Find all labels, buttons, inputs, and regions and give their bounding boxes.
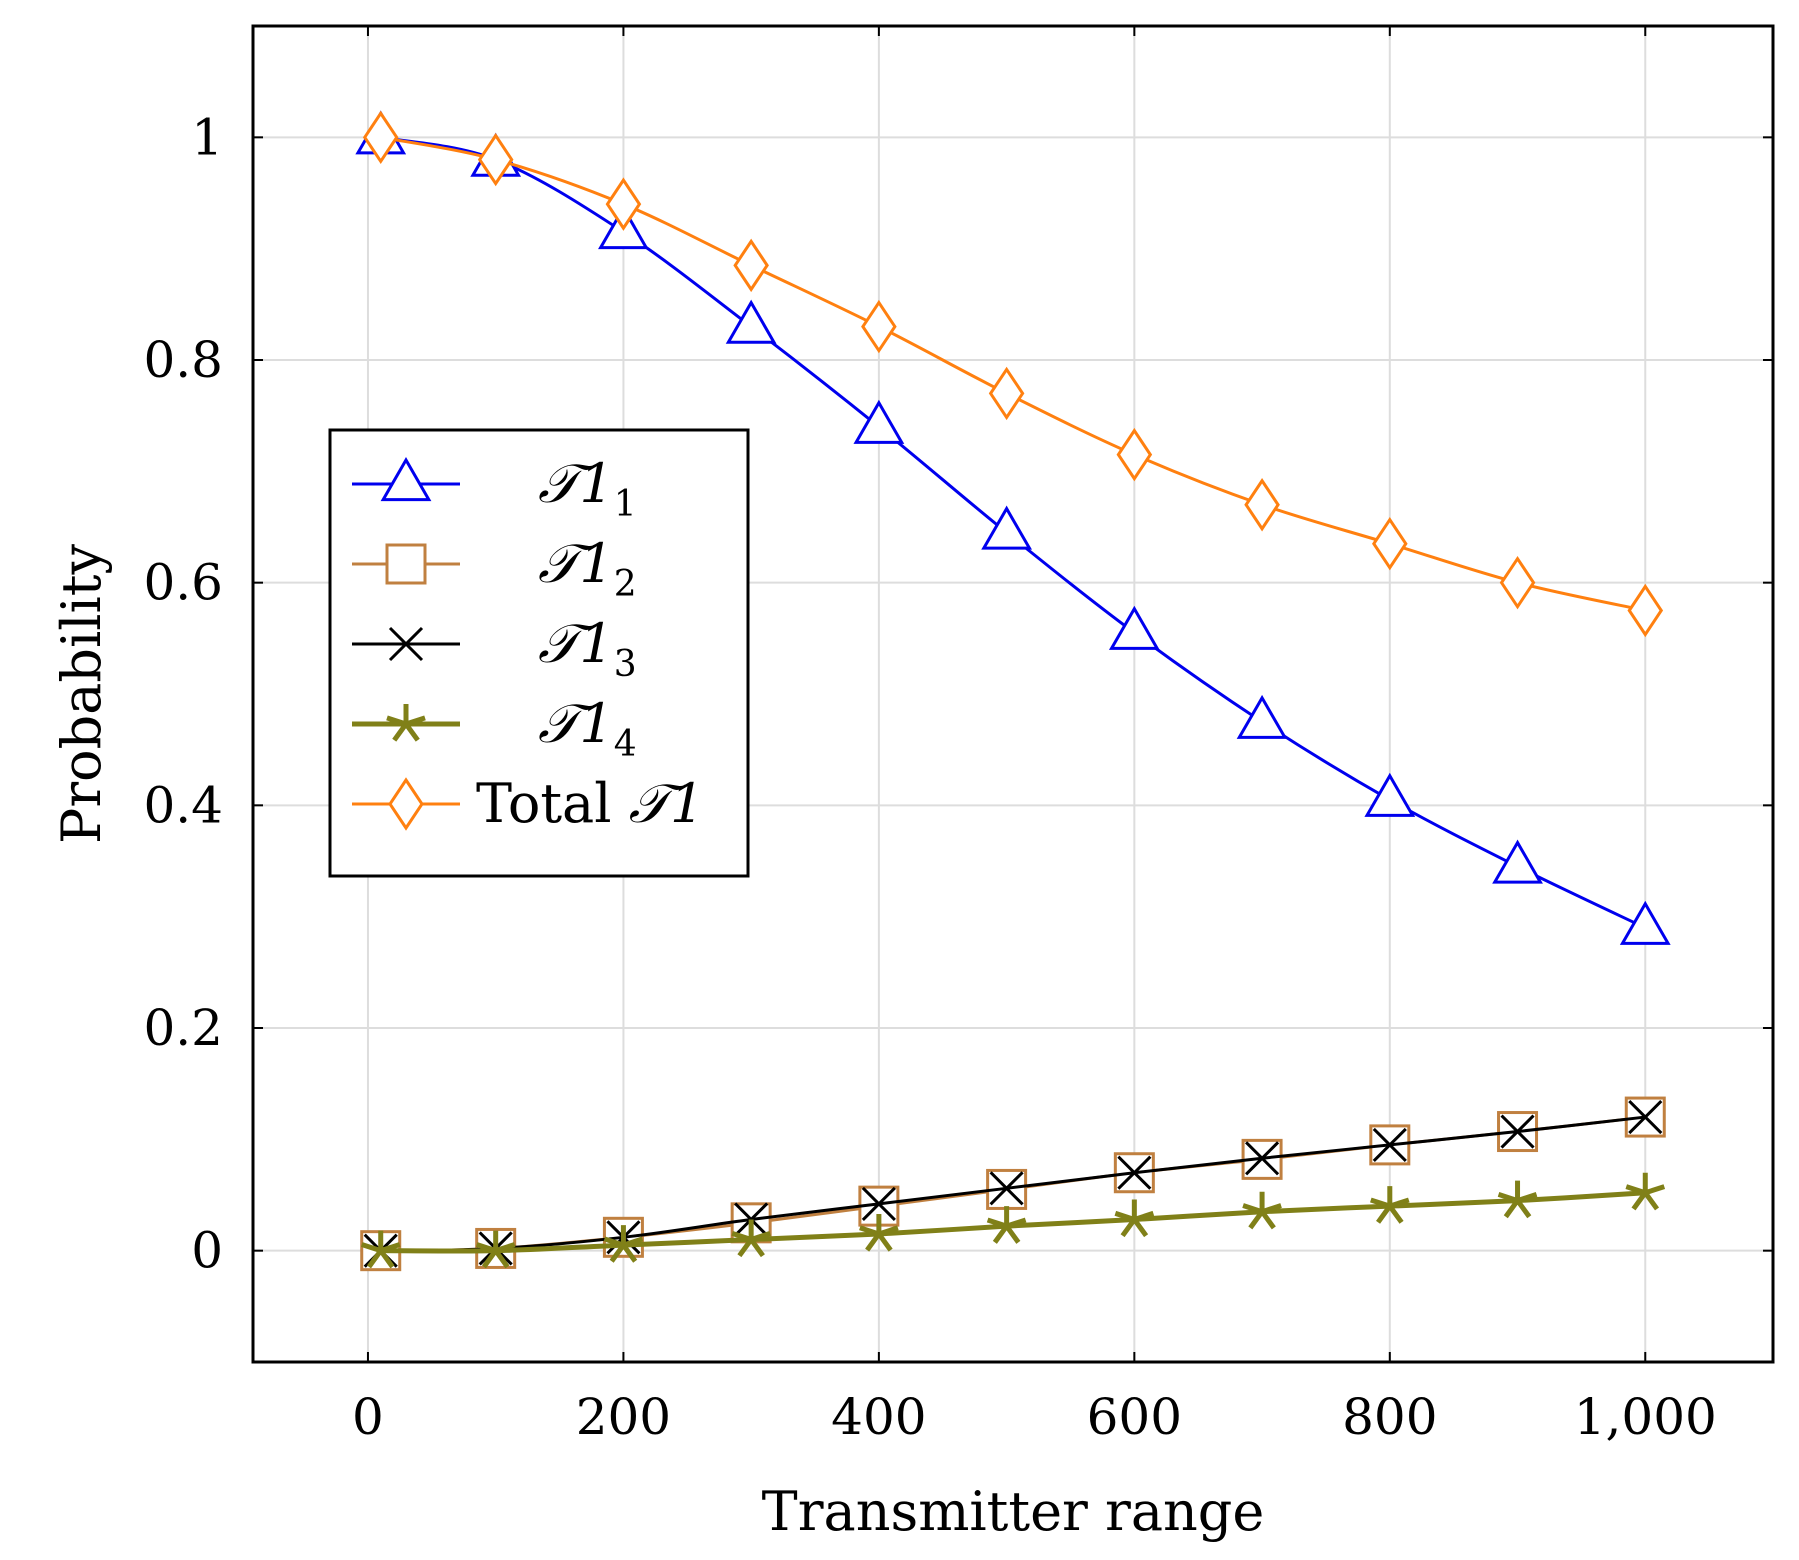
x-tick-label: 400 xyxy=(831,1388,926,1446)
series-4 xyxy=(360,1172,1666,1269)
legend-subscript: 2 xyxy=(614,564,637,605)
plot-frame xyxy=(251,24,1775,1364)
x-tick-label: 200 xyxy=(576,1388,671,1446)
data-point xyxy=(1242,1191,1282,1230)
data-point xyxy=(1500,1114,1535,1149)
legend-label: 𝒯11 xyxy=(538,452,637,525)
x-tick-label: 0 xyxy=(352,1388,384,1446)
legend-item: 𝒯14 xyxy=(352,692,637,765)
data-point xyxy=(1236,694,1288,739)
data-point xyxy=(360,1230,401,1269)
series-5 xyxy=(362,110,1664,638)
data-point xyxy=(861,1186,896,1221)
y-tick-label: 0.8 xyxy=(143,331,223,389)
y-tick-labels: 0 0.2 0.4 0.6 0.8 1 xyxy=(143,108,223,1279)
data-point xyxy=(733,238,769,293)
data-point xyxy=(981,505,1033,550)
data-point xyxy=(1492,839,1543,884)
data-point xyxy=(1364,772,1416,817)
data-point xyxy=(1499,555,1536,610)
data-series xyxy=(355,110,1671,1272)
legend-marker xyxy=(385,543,427,585)
data-point xyxy=(1625,1172,1666,1211)
legend-subscript: 3 xyxy=(614,644,637,685)
data-point xyxy=(1627,583,1664,638)
legend-item: Total 𝒯1 xyxy=(352,772,704,835)
legend-item: 𝒯11 xyxy=(352,452,637,525)
legend-marker xyxy=(380,456,432,502)
data-point xyxy=(1244,478,1280,532)
data-point xyxy=(861,299,897,354)
data-point xyxy=(725,299,777,344)
legend-subscript: 4 xyxy=(614,724,637,765)
data-point xyxy=(605,177,642,231)
series-3 xyxy=(363,1100,1663,1268)
x-axis-label: Transmitter range xyxy=(762,1480,1265,1543)
data-point xyxy=(1628,1100,1663,1135)
y-tick-label: 0 xyxy=(191,1222,223,1280)
data-point xyxy=(475,1230,516,1269)
data-point xyxy=(986,1206,1027,1244)
data-point xyxy=(1114,1199,1155,1238)
legend-subscript: 1 xyxy=(614,484,637,525)
legend-label: 𝒯12 xyxy=(538,532,637,605)
data-point xyxy=(1619,900,1671,945)
x-tick-label: 1,000 xyxy=(1574,1388,1717,1446)
data-point xyxy=(1372,1127,1407,1162)
legend-symbol: 𝒯1 xyxy=(538,452,614,515)
data-point xyxy=(1497,1180,1538,1219)
x-tick-labels: 0 200 400 600 800 1,000 xyxy=(352,1388,1717,1446)
data-point xyxy=(1117,1155,1152,1190)
y-tick-label: 1 xyxy=(191,108,223,166)
x-tick-label: 600 xyxy=(1087,1388,1182,1446)
data-point xyxy=(1372,516,1408,571)
data-point xyxy=(603,1225,644,1263)
legend-label: Total 𝒯1 xyxy=(476,772,704,835)
legend-item: 𝒯13 xyxy=(352,612,637,685)
legend-prefix: Total xyxy=(476,772,629,835)
legend-marker xyxy=(386,704,426,742)
y-axis-label: Probability xyxy=(50,544,113,844)
legend-item: 𝒯12 xyxy=(352,532,637,605)
data-point xyxy=(859,1213,899,1252)
data-point xyxy=(731,1219,771,1258)
data-point xyxy=(1116,427,1153,482)
data-point xyxy=(1108,605,1160,650)
legend-marker xyxy=(388,626,424,662)
axis-ticks xyxy=(253,26,1773,1362)
data-point xyxy=(988,366,1025,421)
y-tick-label: 0.6 xyxy=(143,554,223,612)
data-point xyxy=(989,1171,1024,1206)
data-point xyxy=(1245,1141,1280,1176)
legend-symbol: 𝒯1 xyxy=(538,692,614,755)
legend-symbol: 𝒯1 xyxy=(538,532,614,595)
legend-symbol: 𝒯1 xyxy=(629,772,705,835)
data-point xyxy=(362,110,399,165)
legend-symbol: 𝒯1 xyxy=(538,612,614,675)
legend-marker xyxy=(388,777,424,831)
y-tick-label: 0.4 xyxy=(143,776,223,834)
x-tick-label: 800 xyxy=(1342,1388,1437,1446)
data-point xyxy=(734,1202,769,1237)
y-tick-label: 0.2 xyxy=(143,999,223,1057)
data-point xyxy=(477,132,514,187)
data-point xyxy=(1370,1186,1410,1224)
legend-label: 𝒯13 xyxy=(538,612,637,685)
legend-label: 𝒯14 xyxy=(538,692,637,765)
data-point xyxy=(853,399,905,444)
